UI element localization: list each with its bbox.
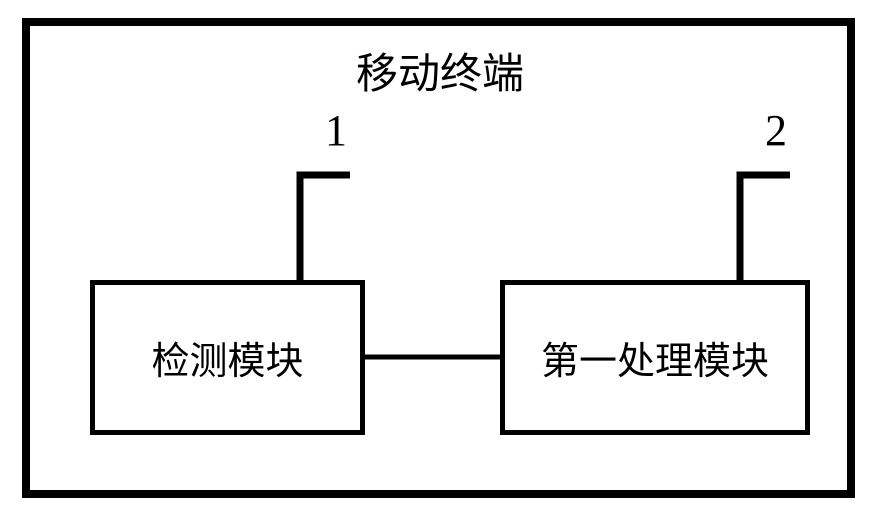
module-detect: 检测模块 xyxy=(90,280,365,435)
callout-number-1: 1 xyxy=(325,105,347,156)
callout-number-2: 2 xyxy=(765,105,787,156)
diagram-title: 移动终端 xyxy=(300,40,580,101)
module-process1: 第一处理模块 xyxy=(500,280,810,435)
module-detect-label: 检测模块 xyxy=(151,330,303,385)
module-process1-label: 第一处理模块 xyxy=(541,330,769,385)
